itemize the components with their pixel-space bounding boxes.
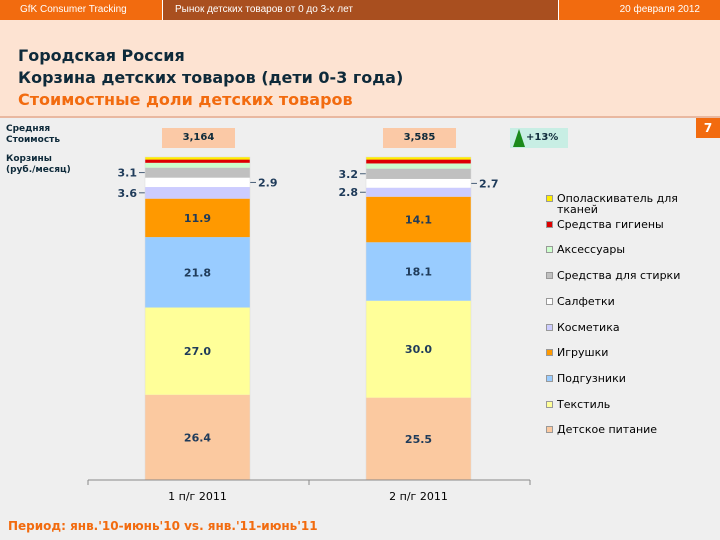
growth-badge: +13% <box>510 128 568 148</box>
top-bar: GfK Consumer Tracking Рынок детских това… <box>0 0 720 20</box>
report-title: Рынок детских товаров от 0 до 3-х лет <box>162 0 559 20</box>
bar-segment <box>145 159 250 163</box>
data-label: 3.1 <box>118 167 138 180</box>
page-number: 7 <box>696 118 720 138</box>
legend-item: Средства гигиены <box>546 219 716 230</box>
bar-segment <box>145 198 250 238</box>
legend-swatch <box>546 374 553 382</box>
side-text: Средняя <box>6 124 51 134</box>
bar-segment <box>145 162 250 168</box>
bar-segment <box>366 397 471 480</box>
side-label-1: Средняя Стоимость <box>6 124 60 146</box>
legend-swatch <box>546 220 553 228</box>
legend-swatch <box>546 195 553 202</box>
data-label: 2.9 <box>258 176 278 189</box>
legend-item: Косметика <box>546 322 716 333</box>
data-label: 3.2 <box>339 168 359 181</box>
bar-segment <box>145 157 250 160</box>
legend-swatch <box>546 272 553 280</box>
legend-label: Игрушки <box>557 346 609 360</box>
brand-label: GfK Consumer Tracking <box>20 4 127 15</box>
avg-cost-1: 3,164 <box>162 128 235 148</box>
bar-segment <box>366 300 471 398</box>
avg-cost-2: 3,585 <box>383 128 456 148</box>
title-line2: Корзина детских товаров (дети 0-3 года) <box>18 68 404 87</box>
legend-label: Средства гигиены <box>557 217 664 231</box>
legend-label: Текстиль <box>557 397 611 411</box>
legend-item: Ополаскиватель для тканей <box>546 193 716 215</box>
bar-segment <box>145 177 250 188</box>
side-label-2: Корзины (руб./месяц) <box>6 154 71 176</box>
bar-segment <box>145 307 250 395</box>
data-label: 25.5 <box>405 433 432 446</box>
growth-value: +13% <box>526 132 559 143</box>
side-text: Корзины <box>6 154 52 164</box>
legend-item: Детское питание <box>546 424 716 435</box>
legend-swatch <box>546 246 553 254</box>
bar-segment <box>366 168 471 179</box>
legend-swatch <box>546 323 553 331</box>
legend-swatch <box>546 400 553 408</box>
legend-swatch <box>546 426 553 434</box>
bar-segment <box>366 163 471 169</box>
data-label: 2.8 <box>339 186 359 199</box>
data-label: 2.7 <box>479 177 499 190</box>
bar-segment <box>366 242 471 301</box>
data-label: 26.4 <box>184 431 211 444</box>
period-footer: Период: янв.'10-июнь'10 vs. янв.'11-июнь… <box>8 519 318 533</box>
bar-segment <box>145 237 250 308</box>
legend-item: Текстиль <box>546 399 716 410</box>
title-line1: Городская Россия <box>18 46 185 65</box>
bar-segment <box>366 159 471 164</box>
data-label: 18.1 <box>405 266 432 279</box>
up-arrow-icon <box>513 129 525 147</box>
legend-item: Средства для стирки <box>546 270 716 281</box>
data-label: 11.9 <box>184 212 211 225</box>
data-label: 30.0 <box>405 343 432 356</box>
legend-label: Детское питание <box>557 423 658 437</box>
data-label: 14.1 <box>405 214 432 227</box>
legend-label: Средства для стирки <box>557 269 681 283</box>
x-tick-label: 1 п/г 2011 <box>168 490 227 503</box>
legend-item: Салфетки <box>546 296 716 307</box>
bar-segment <box>366 157 471 160</box>
bar-segment <box>366 178 471 188</box>
subtitle: Стоимостные доли детских товаров <box>18 90 353 109</box>
legend-swatch <box>546 297 553 305</box>
legend-label: Косметика <box>557 320 620 334</box>
legend-swatch <box>546 349 553 357</box>
legend-item: Аксессуары <box>546 244 716 255</box>
side-text: Стоимость <box>6 135 61 145</box>
bar-segment <box>366 187 471 197</box>
bar-segment <box>145 394 250 480</box>
legend-label: Аксессуары <box>557 243 625 257</box>
legend-label: Подгузники <box>557 371 626 385</box>
data-label: 21.8 <box>184 266 211 279</box>
data-label: 27.0 <box>184 345 211 358</box>
legend-label: Салфетки <box>557 294 615 308</box>
date-label: 20 февраля 2012 <box>619 4 700 15</box>
data-label: 3.6 <box>118 187 138 200</box>
bar-segment <box>145 167 250 178</box>
x-tick-label: 2 п/г 2011 <box>389 490 448 503</box>
legend-label: Ополаскиватель для тканей <box>557 192 678 216</box>
legend-item: Подгузники <box>546 373 716 384</box>
side-text: (руб./месяц) <box>6 165 71 175</box>
title-block: Городская Россия Корзина детских товаров… <box>0 20 720 118</box>
bar-segment <box>366 196 471 243</box>
bar-segment <box>145 187 250 199</box>
legend-item: Игрушки <box>546 347 716 358</box>
